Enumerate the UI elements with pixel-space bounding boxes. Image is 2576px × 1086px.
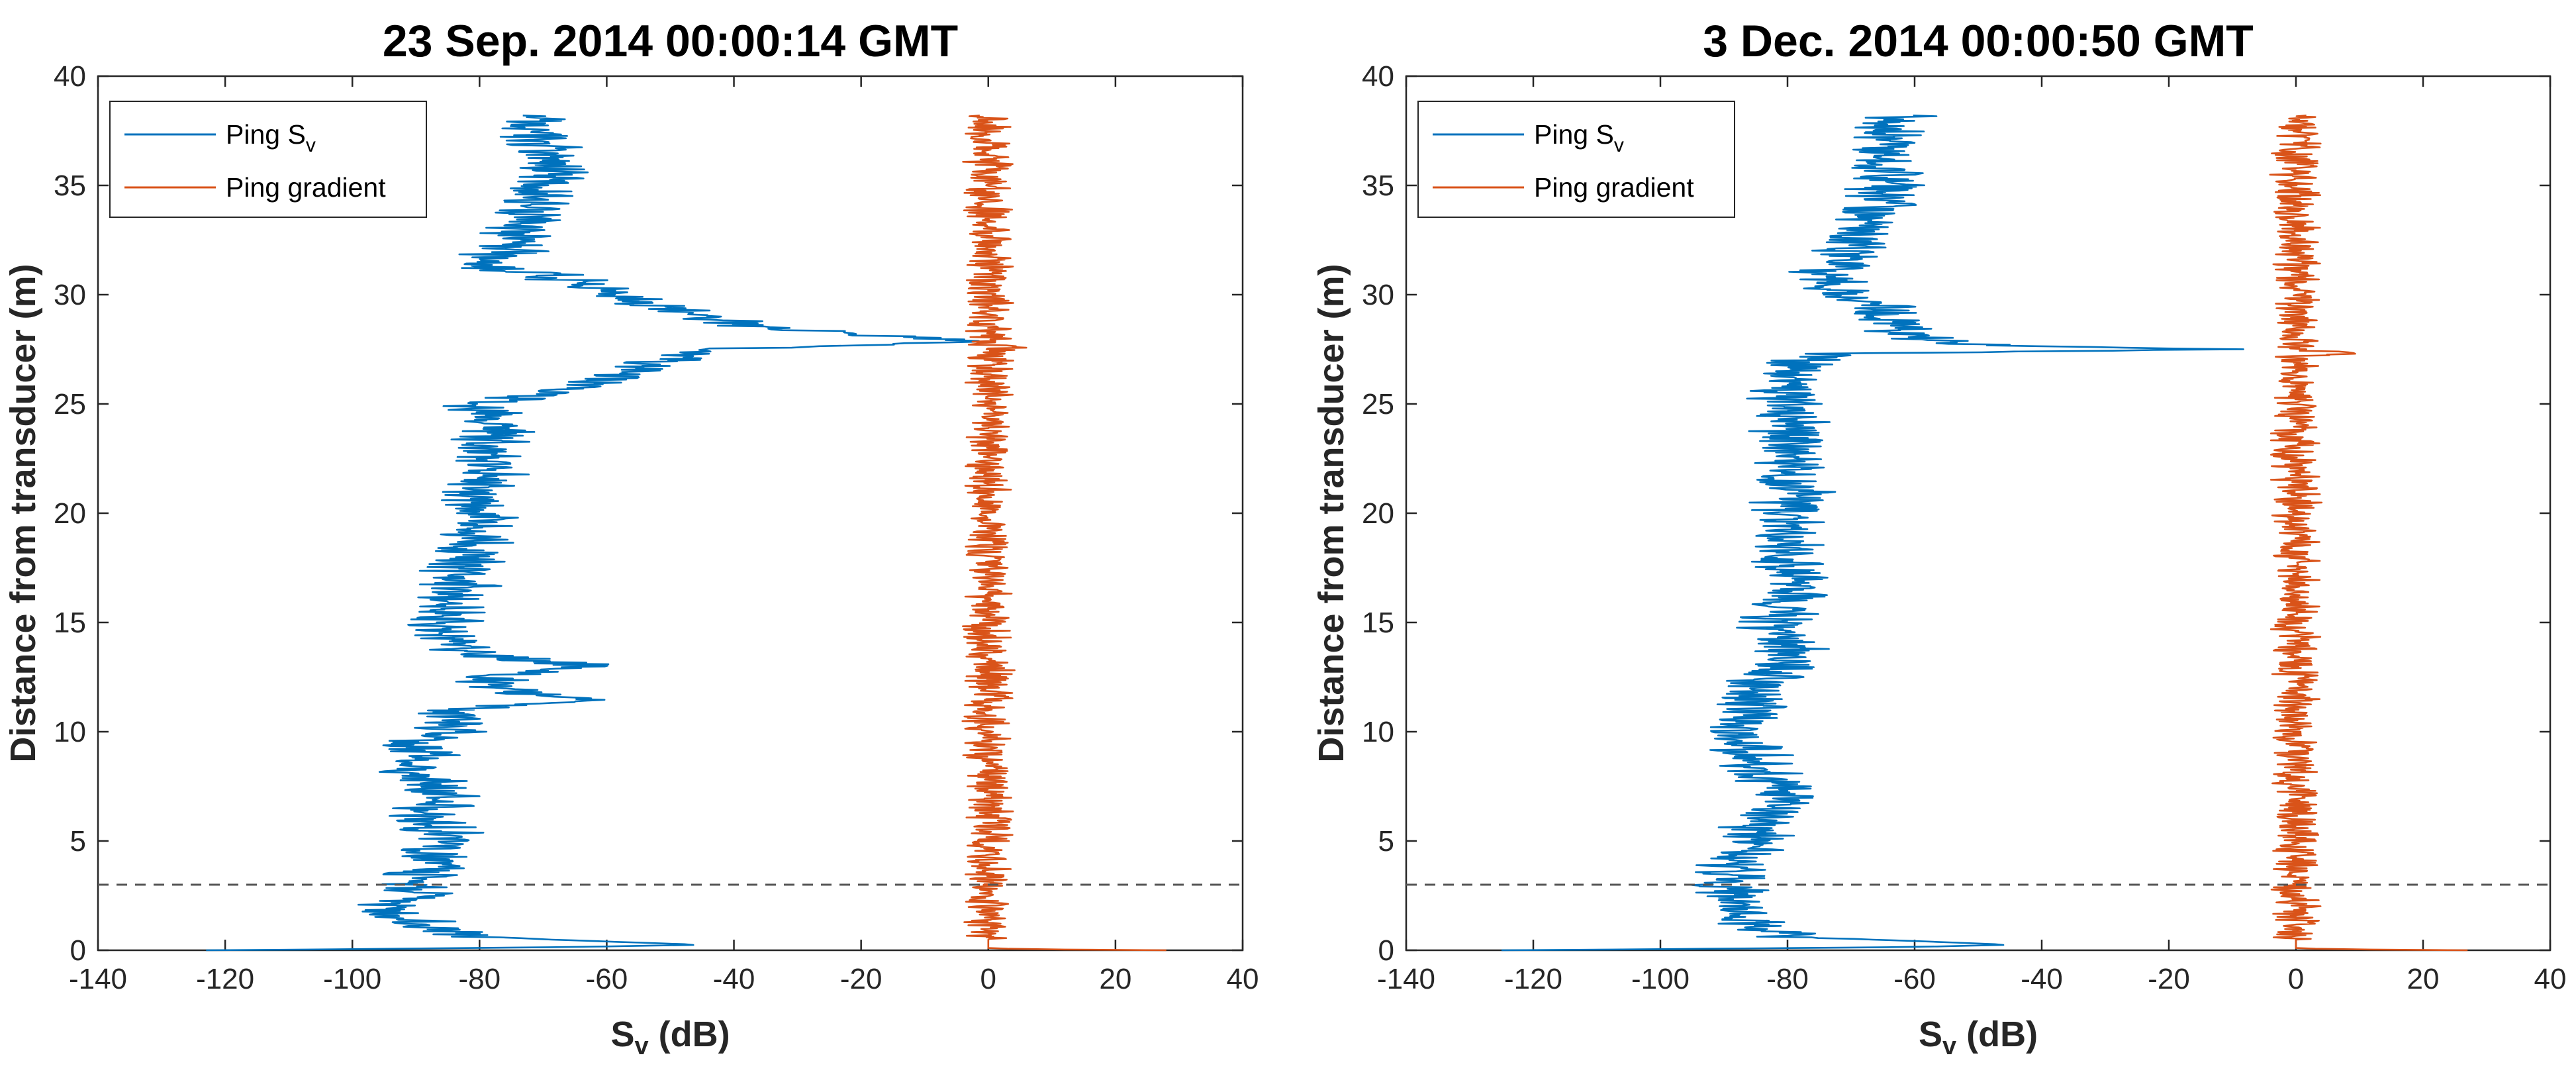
chart-left: -140 -120 -100 -80 -60 -40 -20 0 20 40 0 5 10 15 20 25 3… — [3, 16, 1259, 1060]
y-tick-label: 30 — [54, 279, 86, 311]
x-tick-label: -40 — [713, 963, 755, 995]
y-tick-label: 0 — [1378, 934, 1394, 967]
legend-label: Ping gradient — [1534, 172, 1694, 203]
series-line-ping-gradient — [2269, 115, 2468, 952]
x-tick-label: -80 — [459, 963, 501, 995]
x-axis-label-main: S — [1919, 1014, 1942, 1054]
y-tick-label: 35 — [54, 170, 86, 202]
x-tick-label: -140 — [69, 963, 127, 995]
y-tick-label: 10 — [1362, 716, 1394, 748]
legend-label-main: Ping gradient — [1534, 172, 1694, 203]
x-axis-label-rest: (dB) — [649, 1014, 730, 1054]
legend-label-main: Ping S — [226, 119, 306, 150]
legend-box — [1417, 101, 1735, 218]
x-axis-label-rest: (dB) — [1956, 1014, 2038, 1054]
y-tick-label: 20 — [1362, 497, 1394, 530]
legend-label-main: Ping S — [1534, 119, 1614, 150]
x-tick-label: -100 — [323, 963, 381, 995]
x-axis-label-sub: v — [634, 1032, 648, 1060]
y-tick-label: 15 — [54, 607, 86, 639]
chart-title: 23 Sep. 2014 00:00:14 GMT — [383, 16, 958, 66]
y-tick-label: 40 — [54, 60, 86, 93]
x-tick-label: -80 — [1766, 963, 1809, 995]
y-axis-label: Distance from transducer (m) — [1312, 264, 1351, 762]
y-tick-label: 30 — [1362, 279, 1394, 311]
y-tick-label: 40 — [1362, 60, 1394, 93]
x-tick-label: -60 — [1893, 963, 1936, 995]
series-line-ping-sv — [1501, 115, 2244, 952]
x-tick-label: -120 — [1504, 963, 1562, 995]
y-tick-label: 0 — [70, 934, 86, 967]
chart-title: 3 Dec. 2014 00:00:50 GMT — [1703, 16, 2254, 66]
x-tick-label: -20 — [840, 963, 883, 995]
y-tick-label: 25 — [1362, 388, 1394, 420]
x-tick-label: -60 — [586, 963, 628, 995]
x-tick-label: 0 — [980, 963, 996, 995]
chart-right: -140 -120 -100 -80 -60 -40 -20 0 20 40 0 5 10 15 20 25 3… — [1312, 16, 2566, 1060]
x-tick-label: 40 — [2534, 963, 2567, 995]
legend-box — [109, 101, 427, 218]
x-axis-label: Sv (dB) — [610, 1014, 730, 1060]
x-axis-label-main: S — [610, 1014, 634, 1054]
x-axis-label: Sv (dB) — [1919, 1014, 2038, 1060]
x-tick-label: -120 — [196, 963, 254, 995]
series-line-ping-sv — [206, 115, 981, 952]
y-tick-label: 25 — [54, 388, 86, 420]
y-tick-label: 10 — [54, 716, 86, 748]
x-tick-label: -140 — [1377, 963, 1435, 995]
y-tick-label: 5 — [70, 825, 86, 858]
legend-label-sub: v — [306, 134, 316, 156]
x-tick-label: -100 — [1631, 963, 1690, 995]
x-axis-label-sub: v — [1942, 1032, 1956, 1060]
legend-label: Ping Sv — [226, 119, 316, 156]
x-tick-label: -40 — [2021, 963, 2063, 995]
series-line-ping-gradient — [961, 115, 1167, 952]
x-tick-label: -20 — [2148, 963, 2190, 995]
y-axis-label: Distance from transducer (m) — [3, 264, 43, 762]
legend-label: Ping gradient — [226, 172, 386, 203]
y-tick-label: 35 — [1362, 170, 1394, 202]
y-tick-label: 15 — [1362, 607, 1394, 639]
x-tick-label: 0 — [2288, 963, 2304, 995]
y-tick-label: 5 — [1378, 825, 1394, 858]
y-tick-label: 20 — [54, 497, 86, 530]
legend-label-main: Ping gradient — [226, 172, 386, 203]
x-tick-label: 40 — [1227, 963, 1259, 995]
x-tick-label: 20 — [1099, 963, 1131, 995]
legend-label-sub: v — [1614, 134, 1624, 156]
legend-label: Ping Sv — [1534, 119, 1624, 156]
x-tick-label: 20 — [2407, 963, 2440, 995]
